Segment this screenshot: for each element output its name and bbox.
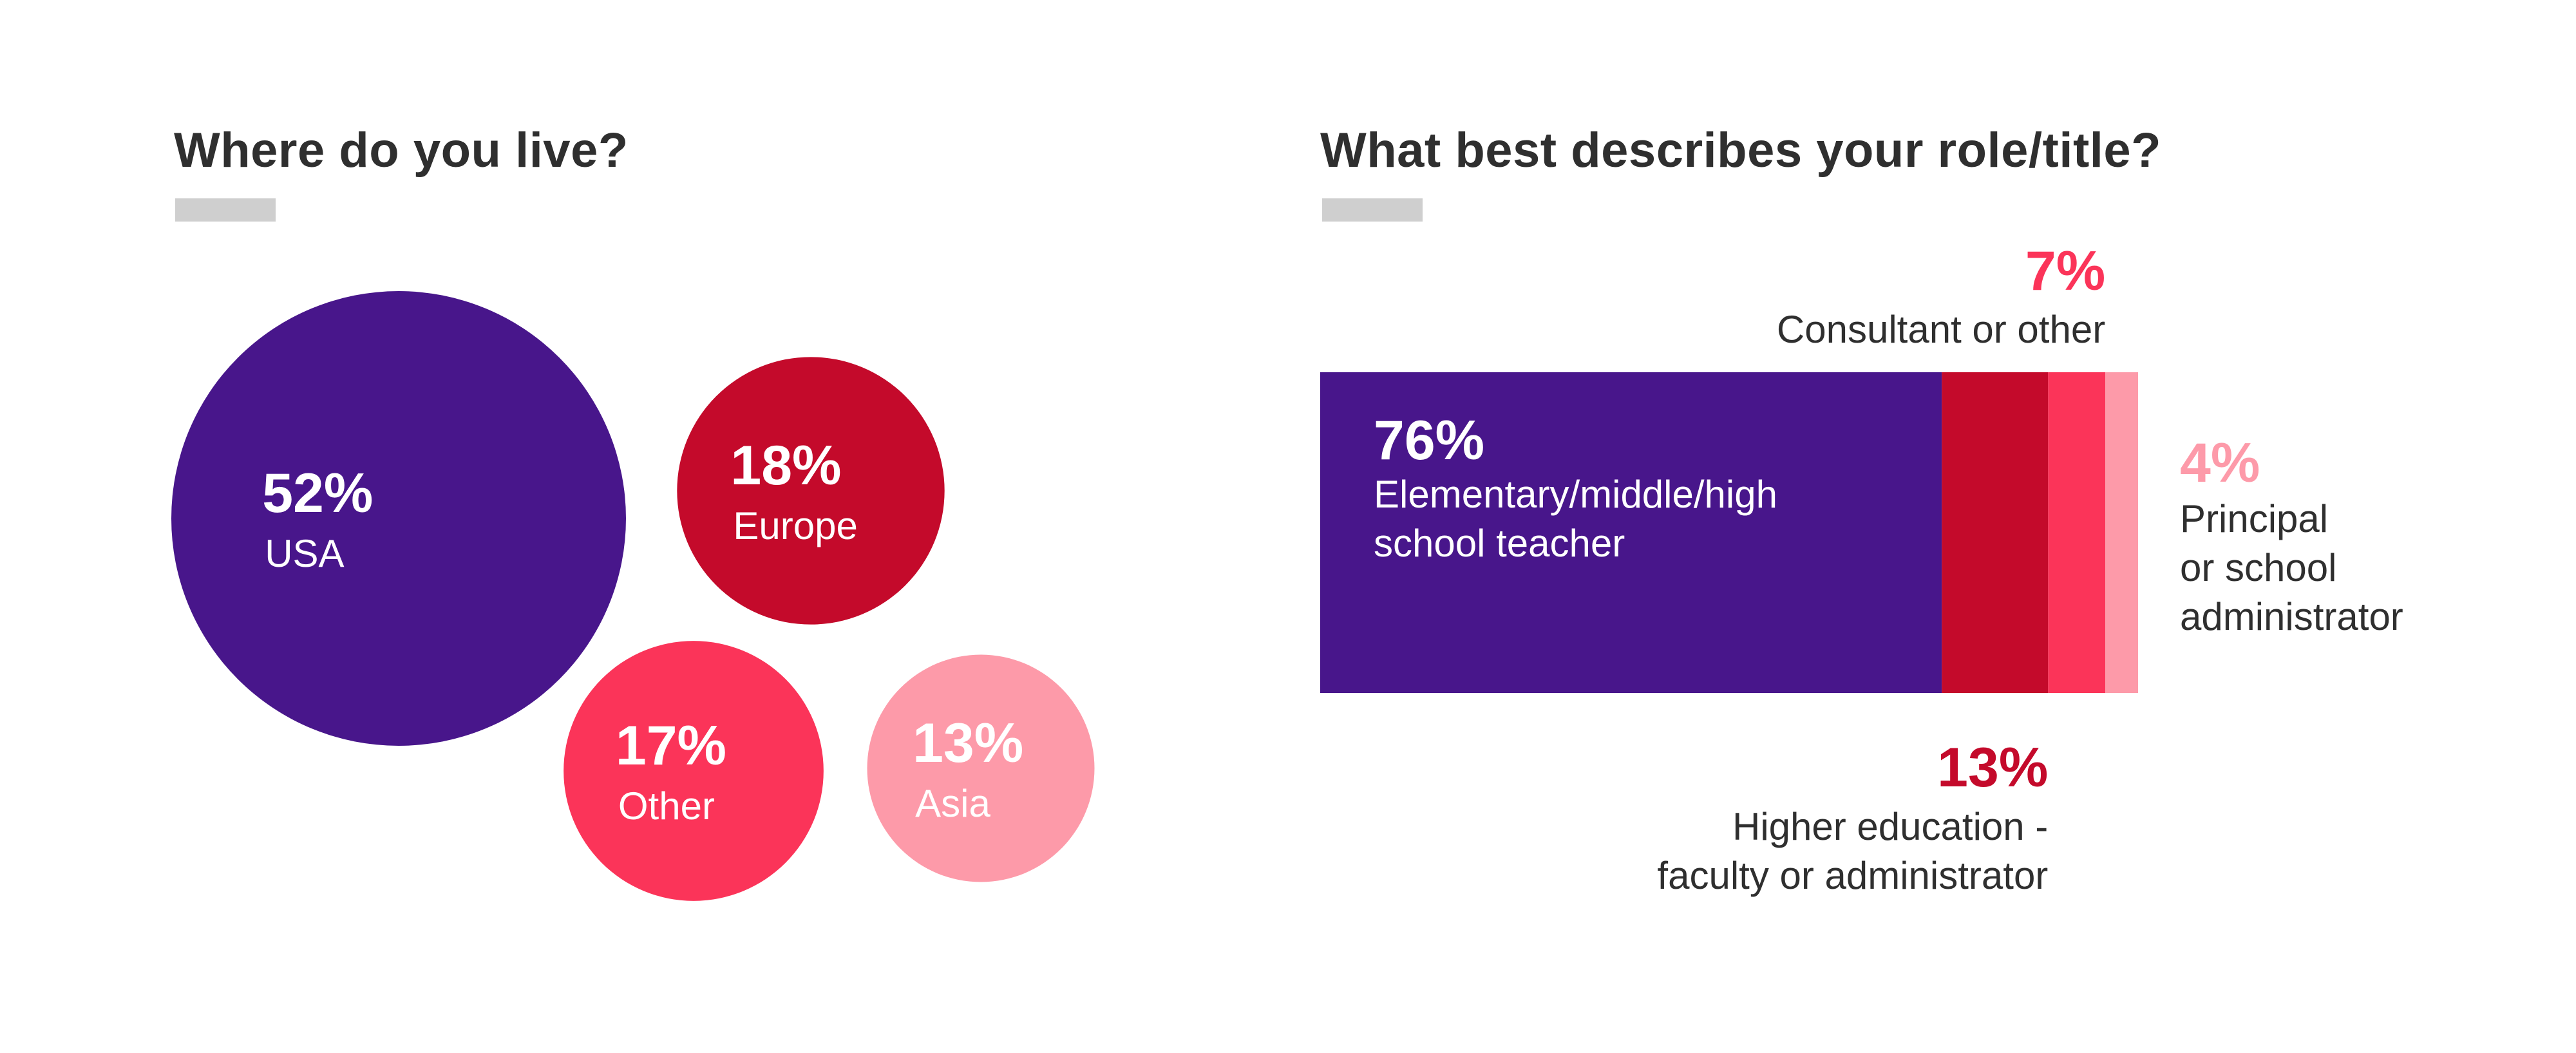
higher-education-faculty-or-administrator-label-line-1: Higher education - bbox=[1732, 805, 2048, 848]
bubble-other-label: Other bbox=[618, 784, 715, 828]
bubble-asia-label: Asia bbox=[915, 782, 990, 825]
bubble-asia-value: 13% bbox=[913, 712, 1023, 774]
location-chart-panel: Where do you live? 52% USA 18% Europe 17% Oth… bbox=[171, 123, 1095, 901]
higher-education-faculty-or-administrator-label-line-2: faculty or administrator bbox=[1657, 854, 2048, 897]
principal-or-school-administrator-label-line-1: Principal bbox=[2180, 497, 2328, 540]
bar-segment-principal-or-school-administrator bbox=[2105, 372, 2138, 693]
location-bubble-chart: 52% USA 18% Europe 17% Other 13% Asia bbox=[171, 291, 1095, 901]
role-chart-panel: What best describes your role/title? 76%… bbox=[1288, 0, 2576, 1053]
principal-or-school-administrator-label-line-2: or school bbox=[2180, 546, 2336, 589]
consultant-or-other-label-line-1: Consultant or other bbox=[1777, 308, 2105, 351]
bubble-usa-label: USA bbox=[265, 532, 344, 575]
role-chart-title: What best describes your role/title? bbox=[1320, 123, 2162, 178]
bar-segment-elementary-middle-high-school-teacher bbox=[1320, 372, 1942, 693]
elementary-middle-high-school-teacher-label-line-1: Elementary/middle/high bbox=[1374, 473, 1777, 516]
bar-segment-higher-education-faculty-or-administrator bbox=[1942, 372, 2049, 693]
location-chart-title: Where do you live? bbox=[174, 123, 629, 178]
consultant-or-other-value: 7% bbox=[2025, 240, 2105, 302]
bubble-europe-value: 18% bbox=[730, 435, 841, 497]
bubble-usa bbox=[171, 291, 626, 746]
role-stacked-bar-chart: 76%Elementary/middle/high school teacher 1… bbox=[1320, 240, 2403, 897]
bar-segment-consultant-or-other bbox=[2048, 372, 2106, 693]
principal-or-school-administrator-value: 4% bbox=[2180, 432, 2260, 494]
bubble-europe-label: Europe bbox=[733, 504, 857, 547]
elementary-middle-high-school-teacher-label-line-2: school teacher bbox=[1374, 522, 1625, 565]
principal-or-school-administrator-label-line-3: administrator bbox=[2180, 595, 2403, 638]
location-title-rule bbox=[175, 198, 276, 222]
higher-education-faculty-or-administrator-value: 13% bbox=[1937, 737, 2048, 799]
bubble-europe bbox=[677, 357, 945, 625]
bubble-other bbox=[564, 641, 824, 901]
bubble-usa-value: 52% bbox=[262, 462, 373, 524]
role-title-rule bbox=[1322, 198, 1423, 222]
bubble-asia bbox=[867, 654, 1095, 882]
bubble-other-value: 17% bbox=[616, 715, 726, 777]
elementary-middle-high-school-teacher-value: 76% bbox=[1374, 410, 1484, 471]
